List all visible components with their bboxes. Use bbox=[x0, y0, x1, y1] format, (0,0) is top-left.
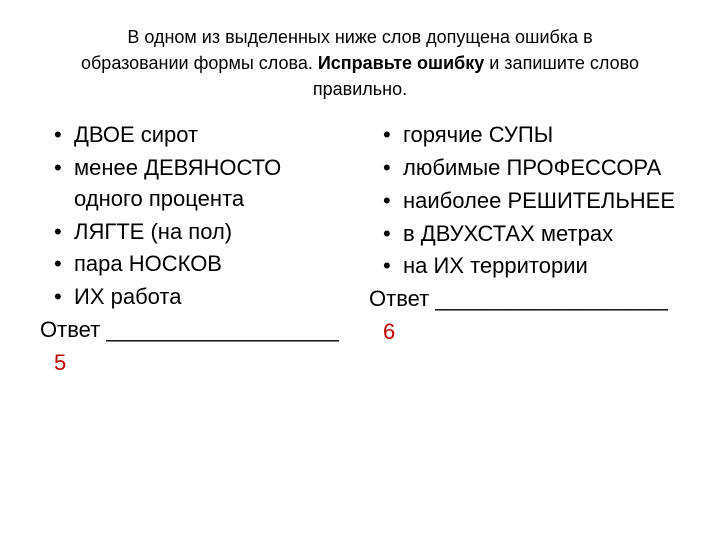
answer-label-text: Ответ bbox=[369, 286, 429, 311]
instruction-block: В одном из выделенных ниже слов допущена… bbox=[40, 24, 680, 102]
list-item: ЛЯГТЕ (на пол) bbox=[54, 217, 351, 248]
list-item: на ИХ территории bbox=[383, 251, 680, 282]
right-task-number: 6 bbox=[369, 317, 680, 348]
right-answer-label: Ответ ___________________ bbox=[369, 284, 680, 315]
instruction-line1: В одном из выделенных ниже слов допущена… bbox=[127, 27, 592, 47]
left-list: ДВОЕ сирот менее ДЕВЯНОСТО одного процен… bbox=[40, 120, 351, 313]
left-answer-label: Ответ ___________________ bbox=[40, 315, 351, 346]
instruction-line2a: образовании формы слова. bbox=[81, 53, 318, 73]
left-task-number: 5 bbox=[40, 348, 351, 379]
right-column: горячие СУПЫ любимые ПРОФЕССОРА наиболее… bbox=[369, 120, 680, 516]
columns: ДВОЕ сирот менее ДЕВЯНОСТО одного процен… bbox=[40, 120, 680, 516]
list-item: ДВОЕ сирот bbox=[54, 120, 351, 151]
list-item: менее ДЕВЯНОСТО одного процента bbox=[54, 153, 351, 215]
list-item: горячие СУПЫ bbox=[383, 120, 680, 151]
answer-blank: ___________________ bbox=[435, 286, 667, 311]
instruction-emphasis: Исправьте ошибку bbox=[318, 53, 484, 73]
list-item: наиболее РЕШИТЕЛЬНЕЕ bbox=[383, 186, 680, 217]
list-item: в ДВУХСТАХ метрах bbox=[383, 219, 680, 250]
answer-blank: ___________________ bbox=[106, 317, 338, 342]
list-item: ИХ работа bbox=[54, 282, 351, 313]
list-item: любимые ПРОФЕССОРА bbox=[383, 153, 680, 184]
left-column: ДВОЕ сирот менее ДЕВЯНОСТО одного процен… bbox=[40, 120, 351, 516]
slide: В одном из выделенных ниже слов допущена… bbox=[0, 0, 720, 540]
answer-label-text: Ответ bbox=[40, 317, 100, 342]
right-list: горячие СУПЫ любимые ПРОФЕССОРА наиболее… bbox=[369, 120, 680, 282]
list-item: пара НОСКОВ bbox=[54, 249, 351, 280]
